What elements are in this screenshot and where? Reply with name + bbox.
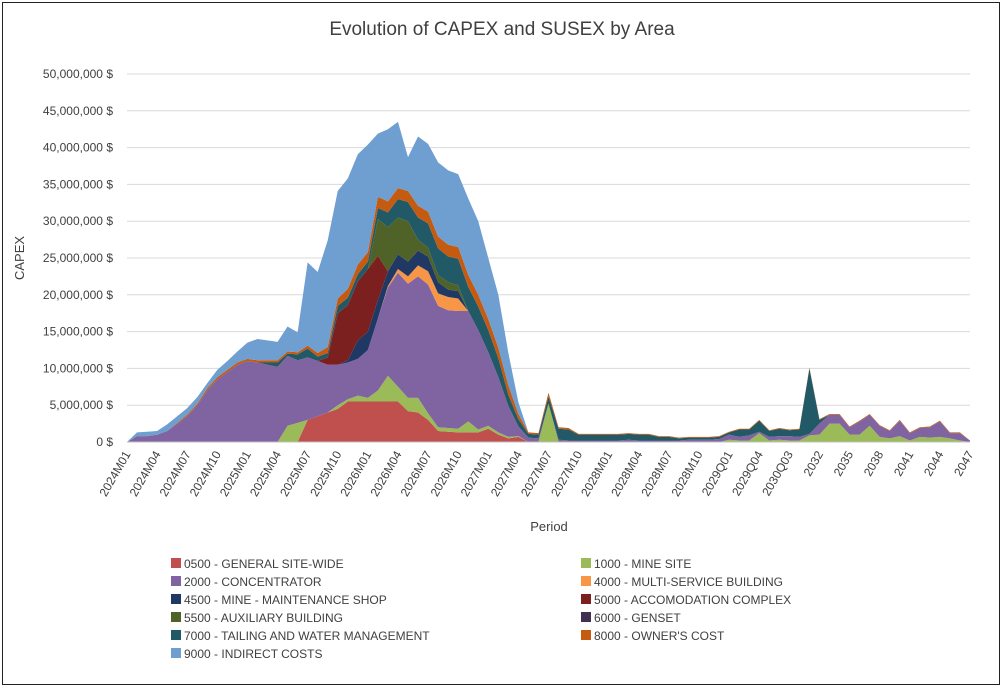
legend-swatch (171, 576, 181, 586)
x-tick-label: 2041 (891, 448, 917, 478)
series-area (127, 121, 970, 442)
legend-swatch (171, 630, 181, 640)
x-tick-label: 2032 (801, 448, 827, 478)
legend-label: 0500 - GENERAL SITE-WIDE (184, 557, 344, 571)
y-tick-label: 10,000,000 $ (43, 361, 113, 375)
series-area (127, 401, 970, 442)
legend-swatch (171, 558, 181, 568)
legend-label: 4000 - MULTI-SERVICE BUILDING (594, 575, 783, 589)
legend-swatch (581, 612, 591, 622)
legend-label: 6000 - GENSET (594, 611, 681, 625)
legend-swatch (171, 594, 181, 604)
legend-swatch (171, 648, 181, 658)
y-axis-title: CAPEX (12, 236, 27, 280)
legend-label: 1000 - MINE SITE (594, 557, 691, 571)
series-area (127, 272, 970, 442)
legend-swatch (581, 594, 591, 604)
legend-label: 5000 - ACCOMODATION COMPLEX (594, 593, 791, 607)
x-tick-label: 2038 (861, 448, 887, 478)
series-area (127, 375, 970, 442)
legend-swatch (581, 630, 591, 640)
y-tick-label: 20,000,000 $ (43, 288, 113, 302)
x-axis-title: Period (530, 519, 568, 534)
legend-label: 2000 - CONCENTRATOR (184, 575, 322, 589)
y-tick-label: 15,000,000 $ (43, 325, 113, 339)
chart-title: Evolution of CAPEX and SUSEX by Area (329, 19, 675, 40)
y-tick-label: 40,000,000 $ (43, 141, 113, 155)
legend-label: 4500 - MINE - MAINTENANCE SHOP (184, 593, 387, 607)
y-tick-label: 0 $ (96, 435, 113, 449)
y-tick-label: 45,000,000 $ (43, 104, 113, 118)
y-tick-label: 25,000,000 $ (43, 251, 113, 265)
legend-label: 8000 - OWNER'S COST (594, 629, 725, 643)
y-tick-label: 5,000,000 $ (50, 398, 114, 412)
x-tick-label: 2035 (831, 448, 857, 478)
legend-swatch (581, 576, 591, 586)
legend-label: 7000 - TAILING AND WATER MANAGEMENT (184, 629, 430, 643)
y-tick-label: 30,000,000 $ (43, 214, 113, 228)
x-tick-label: 2044 (921, 448, 947, 478)
legend-label: 9000 - INDIRECT COSTS (184, 647, 322, 661)
legend-label: 5500 - AUXILIARY BUILDING (184, 611, 343, 625)
y-axis-ticks: 0 $ 5,000,000 $ 10,000,000 $ 15,000,000 $ 20… (43, 67, 113, 449)
x-tick-label: 2047 (951, 448, 977, 478)
legend-swatch (581, 558, 591, 568)
legend: 0500 - GENERAL SITE-WIDE 1000 - MINE SITE… (171, 557, 791, 661)
legend-swatch (171, 612, 181, 622)
y-tick-label: 35,000,000 $ (43, 177, 113, 191)
x-axis-ticks: 2024M012024M042024M072024M102025M012025M… (96, 441, 977, 499)
stacked-areas (127, 121, 970, 442)
y-tick-label: 50,000,000 $ (43, 67, 113, 81)
